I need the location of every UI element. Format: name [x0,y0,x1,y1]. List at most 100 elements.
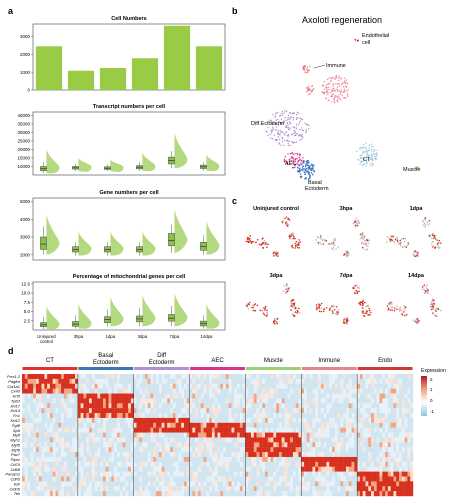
heatmap-cell [357,442,361,448]
heatmap-cell [256,413,260,419]
x-label: 1dpa [106,334,116,339]
heatmap-cell [49,427,53,433]
heatmap-cell [251,378,255,384]
heatmap-cell [387,471,391,477]
heatmap-cell [390,466,394,472]
heatmap-cell [357,476,361,482]
heatmap-cell [100,466,104,472]
heatmap-cell [404,442,408,448]
heatmap-cell [357,422,361,428]
heatmap-cell [253,422,257,428]
heatmap-cell [206,403,210,409]
y-tick-label: 15000 [17,156,30,161]
timepoint-point [362,242,364,244]
heatmap-cell [348,486,352,492]
heatmap-cell [170,476,174,482]
heatmap-cell [223,378,227,384]
heatmap-cell [223,422,227,428]
timepoint-point [404,308,406,311]
heatmap-cell [273,393,277,399]
heatmap-cell [270,437,274,443]
heatmap-cell [223,476,227,482]
heatmap-cell [264,437,268,443]
heatmap-cell [33,417,37,423]
x-label-line2: control [40,339,53,344]
timepoint-point [407,243,410,246]
heatmap-cell [287,417,291,423]
heatmap-cell [167,461,171,467]
heatmap-cell [262,413,266,419]
heatmap-cell [86,447,90,453]
heatmap-cell [69,417,73,423]
heatmap-cell [77,403,81,409]
heatmap-cell [237,427,241,433]
timepoint-point [332,239,335,242]
heatmap-cell [368,447,372,453]
heatmap-cell [136,476,140,482]
heatmap-cell [66,408,70,414]
umap-point [287,124,289,126]
heatmap-cell [136,471,140,477]
heatmap-cell [181,417,185,423]
heatmap-cell [41,417,45,423]
heatmap-cell [100,476,104,482]
heatmap-cell [357,481,361,487]
heatmap-cell [304,471,308,477]
heatmap-cell [116,408,120,414]
heatmap-cell [69,403,73,409]
heatmap-cell [390,491,394,497]
umap-point [341,94,343,96]
heatmap-cell [83,491,87,497]
heatmap-cell [33,374,37,380]
heatmap-cell [239,452,243,458]
heatmap-cell [38,447,42,453]
heatmap-cell [362,403,366,409]
box [168,314,175,322]
timepoint-point [362,299,364,301]
umap-point [346,94,349,96]
heatmap-cell [368,388,372,394]
heatmap-cell [259,413,263,419]
heatmap-cell [119,413,123,419]
heatmap-cell [38,466,42,472]
heatmap-cell [111,486,115,492]
heatmap-cell [410,447,414,453]
heatmap-cell [41,476,45,482]
timepoint-point [431,308,434,311]
timepoint-point [416,318,419,320]
umap-point [343,81,346,84]
heatmap-cell [253,486,257,492]
timepoint-point [365,243,367,245]
timepoint-point [276,317,279,320]
umap-point [310,170,312,172]
heatmap-cell [228,447,232,453]
heatmap-cell [393,427,397,433]
heatmap-cell [200,456,204,463]
heatmap-cell [220,388,224,394]
heatmap-cell [323,442,327,448]
timepoint-point [386,305,389,307]
heatmap-cell [49,417,53,423]
heatmap-cell [114,383,118,389]
heatmap-cell [30,413,34,419]
heatmap-cell [399,422,403,428]
heatmap-cell [181,398,185,404]
umap-point [297,167,299,169]
heatmap-cell [351,437,355,443]
heatmap-cell [281,393,285,399]
heatmap-cell [276,481,280,487]
heatmap-cell [301,437,305,443]
heatmap-cell [228,456,232,463]
heatmap-cell [158,466,162,472]
heatmap-cell [97,456,101,463]
heatmap-cell [186,427,190,433]
heatmap-cell [75,437,79,443]
heatmap-cell [371,491,375,497]
heatmap-cell [161,374,165,380]
heatmap-cell [410,486,414,492]
heatmap-cell [35,476,39,482]
heatmap-cell [312,466,316,472]
heatmap-cell [304,427,308,433]
umap-point [305,87,308,89]
heatmap-cell [22,437,25,443]
